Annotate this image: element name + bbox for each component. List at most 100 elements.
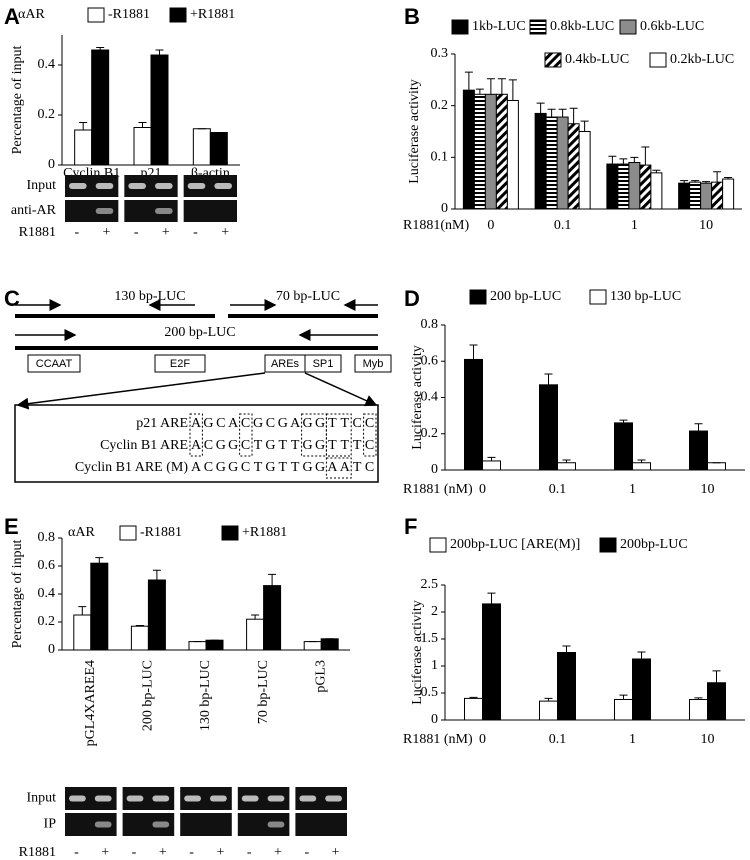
sequence-letter: A (340, 460, 351, 475)
sequence-letter: G (315, 460, 325, 475)
bar (73, 614, 92, 651)
error-bar (508, 79, 517, 101)
bar (707, 462, 726, 471)
gel-sign: - (304, 845, 309, 860)
y-tick-label: 0 (431, 462, 438, 477)
bar (539, 700, 558, 721)
y-axis-label: Percentage of input (10, 45, 25, 154)
y-tick-label: 0.2 (38, 107, 56, 122)
gel-lane-block (122, 813, 175, 836)
gel-sign: - (74, 225, 79, 240)
sequence-letter: A (191, 438, 202, 453)
gel-lane-block (180, 813, 232, 836)
gel-band (95, 208, 114, 214)
panel-label: B (404, 4, 420, 29)
error-bar (619, 419, 628, 423)
x-tick-label: 1 (629, 732, 636, 747)
y-tick-label: 0.5 (421, 685, 439, 700)
sequence-letter: G (216, 438, 226, 453)
error-bar (486, 78, 495, 95)
bar (632, 462, 651, 471)
error-bar (464, 71, 473, 91)
bar (482, 603, 501, 721)
bar (689, 181, 702, 210)
legend-label: 1kb-LUC (472, 19, 526, 34)
panel-label: E (4, 514, 19, 539)
sequence-letter: T (341, 416, 350, 431)
x-tick-label: 10 (701, 732, 715, 747)
x-tick-label: 70 bp-LUC (256, 660, 271, 724)
bar (484, 93, 497, 210)
error-bar (724, 176, 733, 180)
x-axis-label: R1881 (nM) (403, 732, 473, 747)
bar (209, 132, 228, 166)
error-bar (268, 573, 277, 586)
error-bar (637, 459, 646, 463)
gel-row-label: Input (26, 791, 56, 806)
error-bar (251, 614, 260, 620)
bar (205, 639, 224, 651)
gel-lane-block (65, 787, 117, 810)
y-tick-label: 0.3 (431, 46, 449, 61)
gel-treatment-label: R1881 (19, 225, 56, 240)
error-bar (608, 155, 617, 165)
error-bar (630, 156, 639, 163)
sequence-letter: A (327, 460, 338, 475)
bar (707, 682, 726, 721)
gel-lane-block (124, 200, 178, 222)
error-bar (78, 606, 87, 615)
bar (303, 641, 322, 651)
sequence-letter: G (278, 416, 288, 431)
sequence-letter: T (353, 438, 362, 453)
error-bar (544, 373, 553, 385)
gel-lane-block (295, 813, 347, 836)
error-bar (619, 694, 628, 700)
bar (556, 116, 569, 210)
legend-label: 200bp-LUC [ARE(M)] (450, 537, 580, 552)
element-label: CCAAT (36, 358, 73, 370)
y-tick-label: 0 (48, 642, 55, 657)
gel-band (187, 183, 206, 189)
error-bar (155, 49, 164, 55)
gel-band (214, 183, 232, 189)
y-tick-label: 1 (431, 658, 438, 673)
gel-lane-block (237, 787, 290, 810)
y-axis-label: Luciferase activity (410, 600, 425, 705)
construct-lines (15, 314, 378, 350)
sequence-letter: A (290, 416, 301, 431)
gel-lane-block (65, 200, 119, 222)
sequence-letter: C (365, 460, 374, 475)
bar (74, 129, 93, 166)
bar (482, 460, 501, 471)
construct-label: 200 bp-LUC (164, 325, 235, 340)
gel-band (241, 795, 259, 802)
y-tick-label: 0 (48, 157, 55, 172)
gel-sign: + (101, 845, 109, 860)
x-tick-label: 0.1 (554, 218, 572, 233)
sequence-name: Cyclin B1 ARE (M) (75, 460, 189, 475)
gel-band (94, 795, 112, 802)
error-bar (152, 569, 161, 580)
bar (90, 562, 109, 651)
sequence-letter: G (253, 416, 263, 431)
x-tick-label: 0 (479, 482, 486, 497)
motif-box (189, 413, 203, 457)
bar (700, 182, 713, 210)
sequence-letter: C (241, 416, 250, 431)
gel-lane-block (237, 813, 290, 836)
bar (91, 49, 110, 166)
bar (464, 697, 483, 721)
legend-swatch (469, 289, 487, 305)
bar (567, 123, 580, 210)
error-bar (547, 108, 556, 118)
legend-label: 200 bp-LUC (490, 289, 561, 304)
gel-band (69, 183, 87, 189)
bar (506, 100, 519, 210)
y-tick-label: 0.2 (431, 98, 449, 113)
sequence-letter: T (353, 460, 362, 475)
element-boxes (27, 354, 392, 373)
gel-lane-block (65, 175, 119, 197)
y-tick-label: 2.5 (421, 577, 439, 592)
x-axis-label: R1881 (nM) (403, 482, 473, 497)
